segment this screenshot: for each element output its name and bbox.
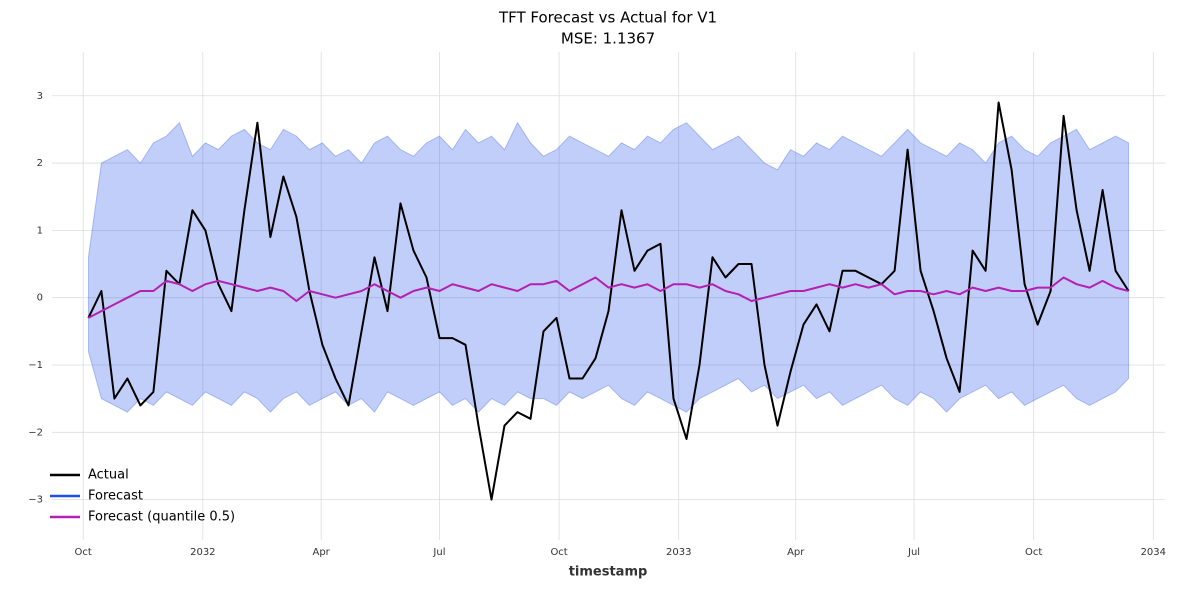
x-axis-label: timestamp xyxy=(569,565,648,580)
x-tick-label: Jul xyxy=(432,547,445,558)
legend: Actual Forecast Forecast (quantile 0.5) xyxy=(50,468,235,525)
y-tick-label: 1 xyxy=(37,225,43,236)
y-tick-label: −1 xyxy=(28,360,43,371)
x-tick-label: Oct xyxy=(1025,547,1042,558)
chart-subtitle: MSE: 1.1367 xyxy=(561,30,655,48)
x-tick-label: Apr xyxy=(787,547,805,558)
y-tick-label: −3 xyxy=(28,495,43,506)
legend-label: Forecast xyxy=(88,489,143,504)
x-tick-label: 2033 xyxy=(666,547,691,558)
x-tick-label: Oct xyxy=(75,547,92,558)
x-tick-label: 2032 xyxy=(190,547,215,558)
x-tick-label: Apr xyxy=(312,547,330,558)
legend-label: Actual xyxy=(88,468,129,483)
legend-label: Forecast (quantile 0.5) xyxy=(88,510,235,525)
y-tick-label: 3 xyxy=(37,91,43,102)
series-line xyxy=(87,101,1130,501)
y-tick-label: −2 xyxy=(28,427,43,438)
forecast-band xyxy=(87,121,1130,413)
y-tick-label: 2 xyxy=(37,158,43,169)
x-tick-label: 2034 xyxy=(1141,547,1166,558)
x-tick-label: Jul xyxy=(907,547,920,558)
chart-title: TFT Forecast vs Actual for V1 xyxy=(498,9,717,27)
series-line xyxy=(87,276,1129,319)
y-tick-label: 0 xyxy=(37,293,43,304)
x-tick-label: Oct xyxy=(550,547,567,558)
